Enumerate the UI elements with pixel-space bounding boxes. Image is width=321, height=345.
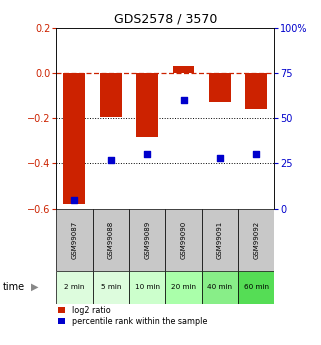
Text: ▶: ▶ xyxy=(30,282,38,292)
Text: 60 min: 60 min xyxy=(244,284,269,290)
Point xyxy=(108,157,113,162)
Text: 10 min: 10 min xyxy=(134,284,160,290)
Text: 40 min: 40 min xyxy=(207,284,232,290)
Bar xyxy=(238,271,274,304)
Bar xyxy=(129,209,165,271)
Point xyxy=(72,197,77,203)
Bar xyxy=(165,209,202,271)
Bar xyxy=(56,271,92,304)
Text: GSM99089: GSM99089 xyxy=(144,221,150,259)
Bar xyxy=(165,271,202,304)
Text: GSM99090: GSM99090 xyxy=(180,221,187,259)
Bar xyxy=(56,209,92,271)
Bar xyxy=(129,271,165,304)
Text: GSM99087: GSM99087 xyxy=(71,221,77,259)
Bar xyxy=(100,73,122,117)
Legend: log2 ratio, percentile rank within the sample: log2 ratio, percentile rank within the s… xyxy=(58,306,207,326)
Text: time: time xyxy=(3,282,25,292)
Text: GSM99088: GSM99088 xyxy=(108,221,114,259)
Bar xyxy=(92,271,129,304)
Bar xyxy=(209,73,231,102)
Bar xyxy=(202,209,238,271)
Bar xyxy=(92,209,129,271)
Point xyxy=(181,97,186,103)
Bar xyxy=(136,73,158,137)
Point xyxy=(254,152,259,157)
Bar xyxy=(238,209,274,271)
Text: 5 min: 5 min xyxy=(100,284,121,290)
Point xyxy=(144,152,150,157)
Bar xyxy=(173,66,195,73)
Bar xyxy=(245,73,267,109)
Bar xyxy=(64,73,85,204)
Text: GSM99091: GSM99091 xyxy=(217,221,223,259)
Title: GDS2578 / 3570: GDS2578 / 3570 xyxy=(114,12,217,25)
Bar xyxy=(202,271,238,304)
Point xyxy=(217,155,222,161)
Text: 20 min: 20 min xyxy=(171,284,196,290)
Text: GSM99092: GSM99092 xyxy=(253,221,259,259)
Text: 2 min: 2 min xyxy=(64,284,84,290)
